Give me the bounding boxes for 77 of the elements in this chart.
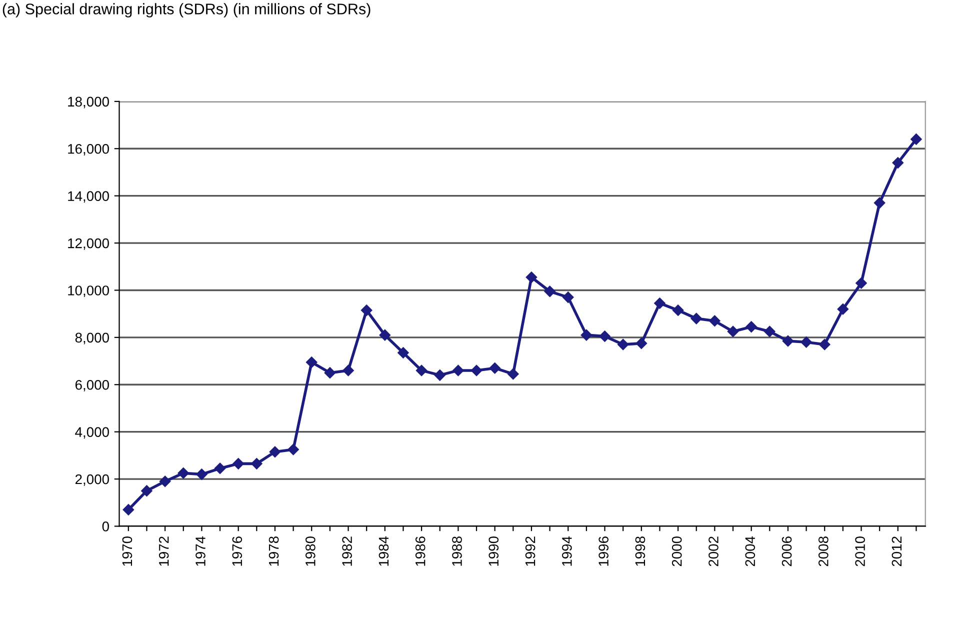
point: [508, 368, 519, 380]
x-tick-label: 2010: [855, 536, 865, 566]
point: [910, 134, 922, 145]
point: [617, 338, 629, 350]
x-tick-label: 1982: [342, 536, 352, 566]
point: [746, 321, 757, 332]
point: [544, 286, 556, 298]
point: [672, 304, 684, 316]
point: [874, 197, 886, 209]
point: [489, 362, 500, 374]
point: [837, 304, 849, 315]
point: [819, 338, 830, 350]
x-tick-label: 1986: [415, 536, 426, 566]
point: [856, 278, 867, 289]
point: [470, 364, 482, 376]
x-tick-label: 1998: [635, 536, 646, 566]
chart-title: (a) Special drawing rights (SDRs) (in millions of SDRs): [2, 3, 370, 18]
x-tick-label: 1976: [232, 536, 242, 566]
point: [416, 364, 428, 376]
point: [782, 335, 794, 347]
point: [288, 444, 299, 456]
y-tick-label: 12,000: [68, 238, 109, 250]
point: [690, 312, 702, 324]
x-tick-label: 1990: [488, 536, 499, 566]
y-tick-label: 18,000: [68, 96, 109, 108]
point: [398, 347, 409, 358]
x-tick-label: 2000: [672, 536, 682, 566]
x-tick-label: 2012: [892, 536, 902, 566]
point: [122, 504, 134, 516]
x-tick-label: 1984: [378, 536, 389, 566]
x-tick-label: 2008: [818, 536, 828, 566]
y-tick-label: 4,000: [75, 427, 109, 439]
x-tick-label: 1996: [598, 536, 608, 566]
point: [764, 326, 776, 338]
point: [342, 364, 354, 376]
y-tick-label: 6,000: [75, 380, 109, 392]
y-tick-label: 0: [102, 522, 109, 532]
y-tick-label: 8,000: [75, 332, 109, 344]
x-tick-label: 2006: [782, 536, 792, 566]
point: [251, 458, 262, 470]
x-tick-label: 1972: [158, 536, 169, 566]
point: [379, 329, 391, 341]
point: [360, 304, 372, 316]
x-tick-label: 1974: [196, 536, 206, 566]
point: [434, 370, 446, 381]
point: [654, 298, 666, 309]
x-tick-label: 2002: [708, 536, 718, 566]
point: [580, 329, 592, 341]
y-tick-label: 16,000: [68, 144, 109, 156]
point: [141, 485, 152, 496]
x-tick-label: 1980: [306, 536, 316, 566]
point: [562, 292, 574, 303]
point: [232, 458, 244, 470]
point: [306, 356, 318, 368]
point: [269, 446, 281, 458]
point: [159, 476, 171, 487]
x-tick-label: 1988: [452, 536, 462, 566]
point: [452, 364, 464, 376]
point: [178, 468, 189, 479]
y-tick-label: 2,000: [75, 474, 109, 486]
point: [196, 468, 208, 480]
point: [727, 326, 739, 338]
y-tick-label: 14,000: [68, 191, 109, 203]
point: [800, 336, 812, 348]
point: [709, 315, 720, 327]
point: [636, 338, 648, 349]
point: [324, 367, 336, 378]
y-tick-label: 10,000: [68, 286, 109, 298]
point: [526, 272, 538, 283]
x-tick-label: 1994: [562, 536, 572, 566]
point: [214, 462, 226, 474]
x-tick-label: 2004: [745, 536, 756, 566]
x-tick-label: 1970: [122, 536, 132, 566]
x-tick-label: 1992: [525, 536, 536, 566]
x-tick-label: 1978: [268, 536, 279, 566]
point: [599, 330, 610, 342]
point: [892, 157, 904, 168]
